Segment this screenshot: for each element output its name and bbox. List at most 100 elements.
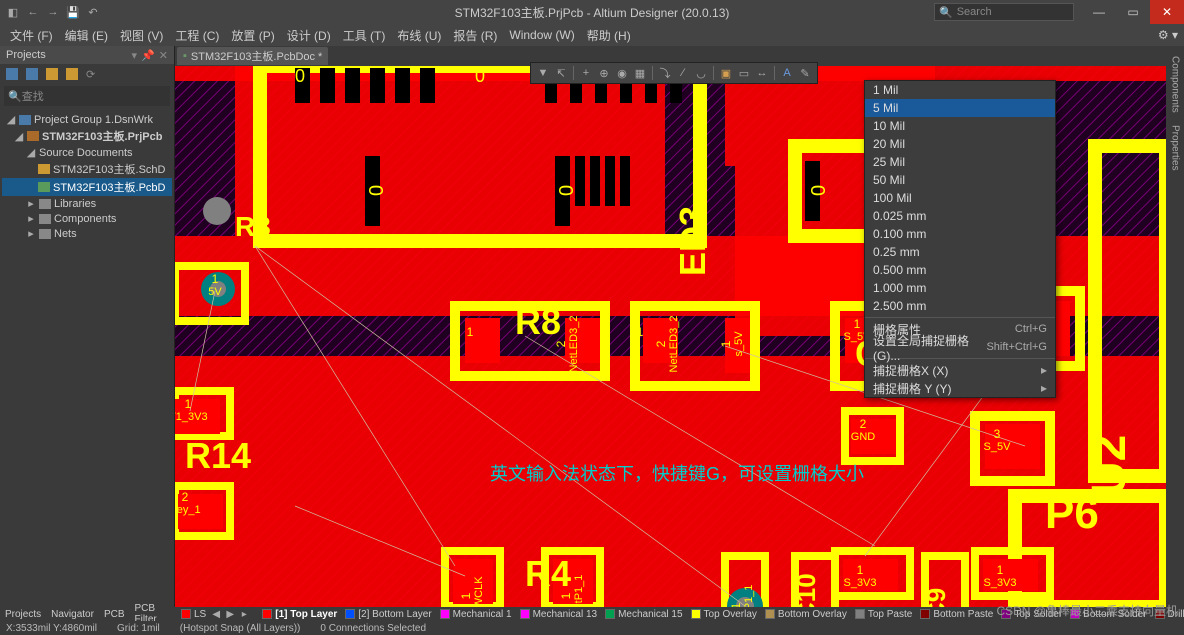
layer-tab[interactable]: Bottom Overlay: [759, 609, 849, 620]
grid-size-item[interactable]: 0.500 mm: [865, 261, 1055, 279]
layer-tab[interactable]: [2] Bottom Layer: [339, 609, 433, 620]
grid-size-item[interactable]: 10 Mil: [865, 117, 1055, 135]
grid-size-item[interactable]: 20 Mil: [865, 135, 1055, 153]
tool-filter-icon[interactable]: ▼: [535, 65, 551, 81]
tb-refresh-icon[interactable]: ⟳: [86, 68, 98, 80]
bottom-tab[interactable]: Navigator: [46, 609, 99, 620]
grid-size-item[interactable]: 5 Mil: [865, 99, 1055, 117]
grid-size-item[interactable]: 0.25 mm: [865, 243, 1055, 261]
menu-item[interactable]: 布线 (U): [393, 25, 445, 46]
tool-via-icon[interactable]: ◉: [614, 65, 630, 81]
menu-item[interactable]: 文件 (F): [6, 25, 57, 46]
layer-tab[interactable]: Mechanical 15: [599, 609, 684, 620]
tool-route-icon[interactable]: ⤵: [657, 65, 673, 81]
tab-pcbdoc[interactable]: ▪ STM32F103主板.PcbDoc *: [177, 47, 328, 65]
save-icon[interactable]: 💾: [66, 5, 80, 19]
layer-tab[interactable]: Top Overlay: [685, 609, 759, 620]
layer-tab[interactable]: Top Paste: [849, 609, 914, 620]
layer-tab[interactable]: Bottom Paste: [914, 609, 995, 620]
tool-dim-icon[interactable]: ↔: [754, 65, 770, 81]
grid-size-item[interactable]: 100 Mil: [865, 189, 1055, 207]
tb-icon-1[interactable]: [6, 68, 18, 80]
menu-item[interactable]: 放置 (P): [227, 25, 278, 46]
grid-size-item[interactable]: 50 Mil: [865, 171, 1055, 189]
global-search[interactable]: 🔍 Search: [934, 3, 1074, 21]
layer-tab[interactable]: Mechanical 1: [434, 609, 514, 620]
panel-title: Projects: [6, 49, 46, 61]
menu-item[interactable]: 设计 (D): [283, 25, 335, 46]
tool-fill-icon[interactable]: ▦: [632, 65, 648, 81]
tree-pcb-file[interactable]: STM32F103主板.PcbD: [2, 178, 172, 196]
menu-item[interactable]: 工具 (T): [339, 25, 390, 46]
svg-text:1: 1: [212, 272, 219, 286]
window-title: STM32F103主板.PrjPcb - Altium Designer (20…: [455, 4, 730, 21]
tool-cursor-icon[interactable]: ↸: [553, 65, 569, 81]
svg-text:0: 0: [556, 185, 578, 196]
bottom-tab[interactable]: Projects: [0, 609, 46, 620]
right-tab[interactable]: Components: [1168, 50, 1183, 119]
svg-text:R3: R3: [235, 211, 271, 242]
menu-item[interactable]: 编辑 (E): [61, 25, 112, 46]
tree-nets[interactable]: ▸Nets: [2, 226, 172, 241]
layer-tab[interactable]: [1] Top Layer: [256, 609, 339, 620]
back-icon[interactable]: ←: [26, 5, 40, 19]
panel-header: Projects ▾ 📌 ✕: [0, 46, 174, 64]
menu-item[interactable]: 工程 (C): [171, 25, 223, 46]
svg-text:S_3V3: S_3V3: [843, 577, 876, 589]
tool-rect-icon[interactable]: ▭: [736, 65, 752, 81]
menu-item[interactable]: 报告 (R): [449, 25, 501, 46]
tree-group[interactable]: ◢Project Group 1.DsnWrk: [2, 112, 172, 127]
grid-size-item[interactable]: 2.500 mm: [865, 297, 1055, 315]
menu-item[interactable]: 视图 (V): [116, 25, 167, 46]
svg-text:s_5V: s_5V: [733, 331, 745, 357]
menu-item[interactable]: Window (W): [505, 26, 578, 44]
tool-line-icon[interactable]: ∕: [675, 65, 691, 81]
svg-text:P6: P6: [1045, 489, 1099, 538]
projects-search[interactable]: 🔍 查找: [4, 86, 170, 106]
panel-menu-icon[interactable]: ▾: [132, 49, 138, 62]
fwd-icon[interactable]: →: [46, 5, 60, 19]
tb-icon-3[interactable]: [46, 68, 58, 80]
close-button[interactable]: ✕: [1150, 0, 1184, 24]
undo-icon[interactable]: ↶: [86, 5, 100, 19]
maximize-button[interactable]: ▭: [1116, 0, 1150, 24]
menu-item[interactable]: 帮助 (H): [583, 25, 635, 46]
tree-src-folder[interactable]: ◢Source Documents: [2, 145, 172, 160]
svg-text:NetP1_1: NetP1_1: [743, 585, 755, 607]
tree-project[interactable]: ◢STM32F103主板.PrjPcb: [2, 127, 172, 145]
tool-plus-icon[interactable]: +: [578, 65, 594, 81]
tool-arc-icon[interactable]: ◡: [693, 65, 709, 81]
grid-props-item[interactable]: 设置全局捕捉栅格 (G)...Shift+Ctrl+G: [865, 338, 1055, 356]
search-icon: 🔍: [939, 6, 953, 19]
bottom-tab[interactable]: PCB: [99, 609, 130, 620]
panel-pin-icon[interactable]: 📌: [141, 49, 155, 62]
grid-size-item[interactable]: 1.000 mm: [865, 279, 1055, 297]
tool-text-icon[interactable]: A: [779, 65, 795, 81]
minimize-button[interactable]: —: [1082, 0, 1116, 24]
tb-icon-4[interactable]: [66, 68, 78, 80]
grid-size-item[interactable]: 0.025 mm: [865, 207, 1055, 225]
status-bar: X:3533mil Y:4860mil Grid: 1mil (Hotspot …: [0, 621, 1184, 635]
settings-icon[interactable]: ⚙ ▾: [1154, 26, 1184, 44]
title-bar: ◧ ← → 💾 ↶ STM32F103主板.PrjPcb - Altium De…: [0, 0, 1184, 24]
tree-libs[interactable]: ▸Libraries: [2, 196, 172, 211]
grid-size-item[interactable]: 0.100 mm: [865, 225, 1055, 243]
grid-size-item[interactable]: 1 Mil: [865, 81, 1055, 99]
right-tab[interactable]: Properties: [1168, 119, 1183, 177]
tree-sch-file[interactable]: STM32F103主板.SchD: [2, 160, 172, 178]
svg-text:5V: 5V: [208, 286, 222, 298]
tb-icon-2[interactable]: [26, 68, 38, 80]
snap-grid-item[interactable]: 捕捉栅格X (X)▸: [865, 361, 1055, 379]
svg-text:2: 2: [182, 490, 189, 504]
tool-poly-icon[interactable]: ▣: [718, 65, 734, 81]
layer-tab[interactable]: Mechanical 13: [514, 609, 599, 620]
svg-text:Key_1: Key_1: [175, 504, 201, 516]
tool-draw-icon[interactable]: ✎: [797, 65, 813, 81]
svg-text:1: 1: [719, 340, 733, 347]
tool-move-pad-icon[interactable]: ⊕: [596, 65, 612, 81]
tree-comps[interactable]: ▸Components: [2, 211, 172, 226]
snap-grid-item[interactable]: 捕捉栅格 Y (Y)▸: [865, 379, 1055, 397]
panel-close-icon[interactable]: ✕: [159, 49, 168, 62]
grid-size-item[interactable]: 25 Mil: [865, 153, 1055, 171]
menu-bar: 文件 (F)编辑 (E)视图 (V)工程 (C)放置 (P)设计 (D)工具 (…: [0, 24, 1184, 46]
